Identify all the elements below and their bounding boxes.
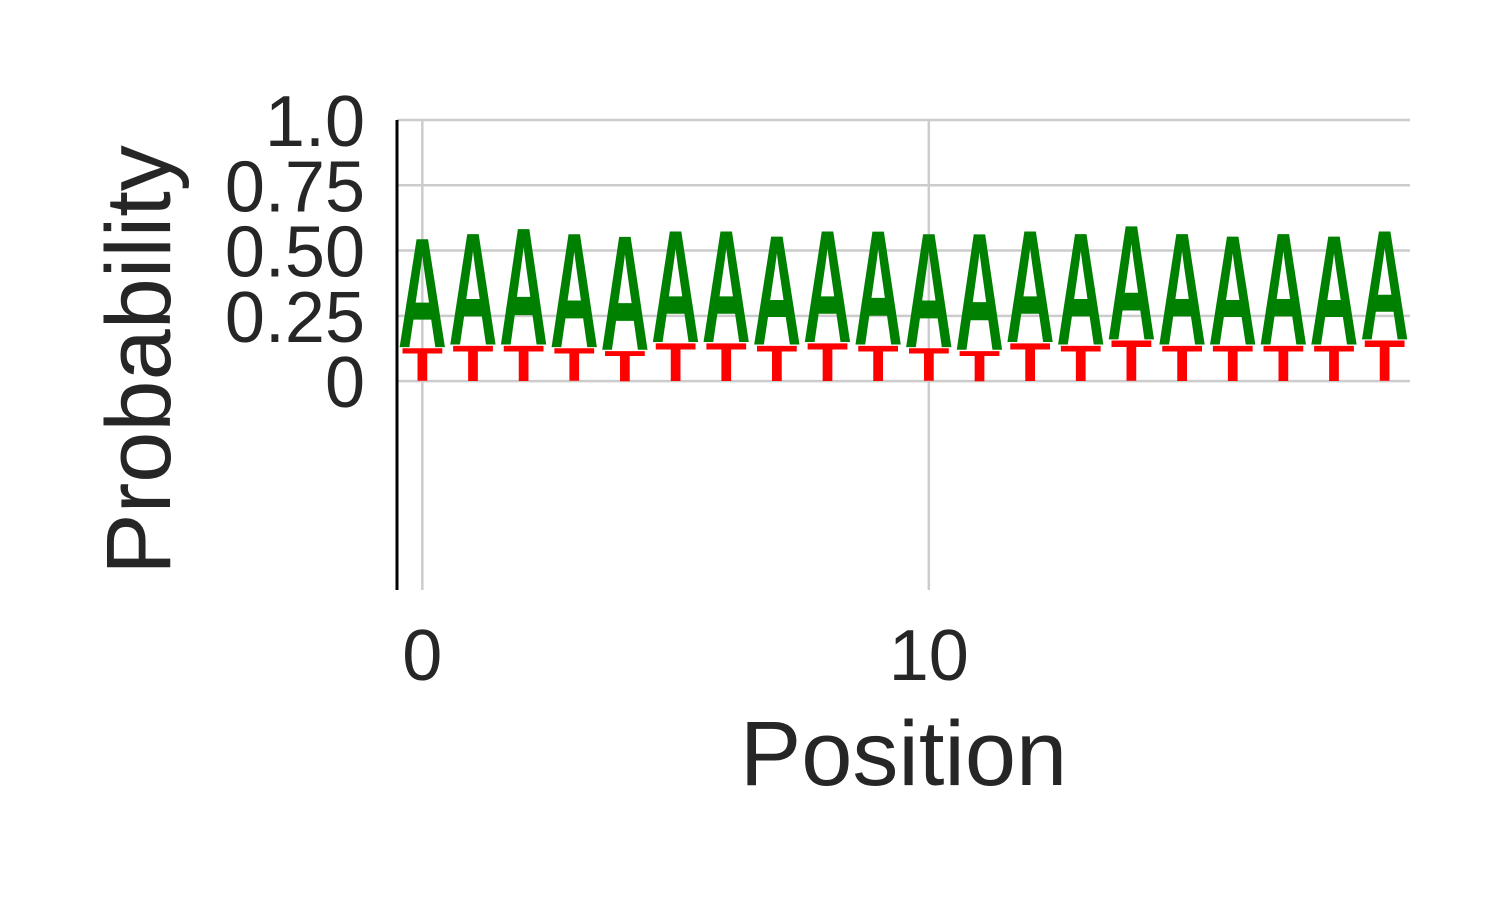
logo-letter-a: A — [702, 199, 751, 378]
logo-letter-a: A — [854, 195, 903, 379]
logo-letter-t: T — [706, 332, 747, 393]
logo-letter-a: A — [651, 199, 700, 378]
y-tick-label: 1.0 — [265, 82, 365, 162]
logo-letter-t: T — [908, 339, 949, 392]
logo-letter-t: T — [1010, 332, 1051, 393]
logo-letter-a: A — [904, 198, 953, 382]
logo-letter-a: A — [1310, 203, 1359, 378]
logo-letter-t: T — [1313, 335, 1354, 392]
logo-letter-a: A — [550, 198, 599, 382]
logo-letter-a: A — [499, 194, 548, 382]
logo-letter-t: T — [655, 332, 696, 393]
logo-letter-a: A — [1208, 203, 1257, 378]
logo-letter-a: A — [752, 203, 801, 378]
logo-letter-a: A — [955, 199, 1004, 387]
logo-letter-t: T — [1060, 335, 1101, 392]
logo-letter-t: T — [1161, 335, 1202, 392]
x-axis-title: Position — [740, 703, 1067, 805]
logo-letter-a: A — [1259, 201, 1308, 380]
logo-letter-a: A — [398, 206, 447, 381]
logo-letter-a: A — [803, 199, 852, 378]
logo-letter-t: T — [756, 335, 797, 392]
logo-letter-t: T — [402, 339, 443, 392]
logo-letter-t: T — [959, 342, 1001, 391]
logo-letter-t: T — [452, 335, 493, 392]
y-tick-label: 0.50 — [225, 213, 365, 293]
logo-letter-a: A — [449, 201, 498, 380]
logo-letter-t: T — [554, 339, 595, 392]
y-tick-label: 0.75 — [225, 147, 365, 227]
logo-letter-a: A — [1056, 201, 1105, 380]
y-tick-label: 0 — [325, 343, 365, 423]
logo-letter-t: T — [1212, 335, 1253, 392]
logo-letter-a: A — [1107, 190, 1156, 374]
y-axis-title: Probability — [88, 145, 190, 575]
logo-letter-a: A — [601, 201, 650, 385]
logo-letters: TA TA TA TA TA TA TA TA TA TA TA TA TA TA TA TA TA TA TA TA — [398, 190, 1409, 394]
logo-letter-t: T — [807, 332, 848, 393]
y-tick-labels: 00.250.500.751.0 — [225, 82, 365, 423]
x-tick-labels: 0 10 — [402, 616, 969, 696]
x-tick-label: 10 — [889, 616, 969, 696]
grid — [397, 118, 1410, 590]
logo-letter-a: A — [1006, 199, 1055, 378]
x-tick-label: 0 — [402, 616, 442, 696]
logo-letter-t: T — [1263, 335, 1304, 392]
logo-letter-a: A — [1158, 201, 1207, 380]
logo-letter-t: T — [1364, 329, 1405, 394]
logo-letter-t: T — [858, 335, 899, 392]
logo-letter-a: A — [1360, 198, 1409, 373]
logo-letter-t: T — [503, 335, 544, 392]
logo-letter-t: T — [604, 342, 646, 391]
logo-letter-t: T — [1111, 329, 1152, 394]
y-tick-label: 0.25 — [225, 278, 365, 358]
